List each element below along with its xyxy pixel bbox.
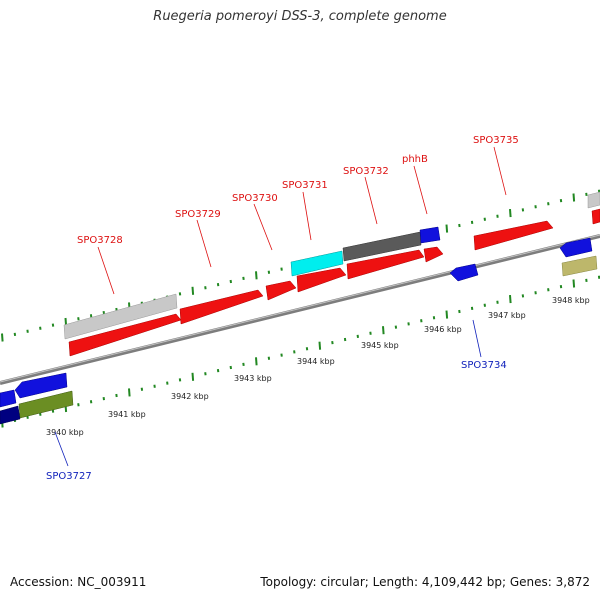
tick-label-3947: 3947 kbp bbox=[488, 311, 526, 320]
label-spo3734[interactable]: SPO3734 bbox=[461, 360, 507, 371]
accession-text: Accession: NC_003911 bbox=[10, 575, 147, 589]
gene-dark-gray[interactable] bbox=[342, 231, 422, 262]
label-leaders bbox=[54, 146, 507, 467]
tick-label-3944: 3944 kbp bbox=[297, 357, 335, 366]
major-tick bbox=[1, 333, 4, 342]
major-tick bbox=[509, 209, 512, 218]
tick-label-3943: 3943 kbp bbox=[234, 374, 272, 383]
label-spo3727[interactable]: SPO3727 bbox=[46, 471, 92, 482]
gene-blue-right[interactable] bbox=[559, 237, 593, 258]
genome-backbone bbox=[0, 234, 600, 385]
gene-spo3731[interactable] bbox=[296, 267, 347, 293]
gene-cyan[interactable] bbox=[290, 250, 344, 277]
major-tick bbox=[191, 372, 195, 381]
major-tick bbox=[445, 310, 449, 319]
major-tick bbox=[572, 193, 576, 202]
tick-track-lower bbox=[1, 275, 600, 428]
major-tick bbox=[318, 341, 322, 350]
major-tick bbox=[255, 357, 258, 366]
genome-summary-text: Topology: circular; Length: 4,109,442 bp… bbox=[260, 575, 590, 589]
gene-labels: SPO3728 SPO3729 SPO3730 SPO3731 SPO3732 … bbox=[46, 135, 519, 482]
major-tick bbox=[382, 326, 385, 335]
gene-spo3727[interactable] bbox=[18, 390, 74, 419]
major-tick bbox=[572, 279, 576, 288]
gene-spo3732[interactable] bbox=[346, 249, 425, 280]
major-tick bbox=[445, 224, 449, 233]
tick-label-3942: 3942 kbp bbox=[171, 392, 209, 401]
map-title: Ruegeria pomeroyi DSS-3, complete genome bbox=[153, 9, 447, 24]
tick-label-3945: 3945 kbp bbox=[361, 341, 399, 350]
major-tick bbox=[191, 286, 195, 295]
gene-blue-left-edge[interactable] bbox=[0, 389, 17, 408]
gene-light-gray-right[interactable] bbox=[587, 191, 600, 209]
gene-blue-left[interactable] bbox=[14, 372, 68, 399]
label-spo3729[interactable]: SPO3729 bbox=[175, 209, 221, 220]
label-spo3728[interactable]: SPO3728 bbox=[77, 235, 123, 246]
gene-light-gray[interactable] bbox=[63, 293, 178, 340]
tick-label-3941: 3941 kbp bbox=[108, 410, 146, 419]
gene-navy-left[interactable] bbox=[0, 405, 21, 425]
gene-features bbox=[0, 191, 600, 425]
label-spo3735[interactable]: SPO3735 bbox=[473, 135, 519, 146]
gene-tan-right[interactable] bbox=[561, 255, 598, 277]
gene-spo3735[interactable] bbox=[473, 220, 554, 251]
label-spo3731[interactable]: SPO3731 bbox=[282, 180, 328, 191]
tick-labels: 3940 kbp 3941 kbp 3942 kbp 3943 kbp 3944… bbox=[46, 296, 590, 437]
tick-label-3940: 3940 kbp bbox=[46, 428, 84, 437]
gene-spo3729[interactable] bbox=[179, 289, 264, 325]
gene-spo3730[interactable] bbox=[265, 280, 297, 301]
tick-label-3948: 3948 kbp bbox=[552, 296, 590, 305]
major-tick bbox=[509, 295, 512, 304]
gene-phhb[interactable] bbox=[423, 246, 444, 263]
gene-blue-upper[interactable] bbox=[419, 226, 441, 244]
label-spo3732[interactable]: SPO3732 bbox=[343, 166, 389, 177]
major-tick bbox=[128, 388, 131, 397]
label-spo3730[interactable]: SPO3730 bbox=[232, 193, 278, 204]
label-phhb[interactable]: phhB bbox=[402, 154, 428, 165]
gene-red-right[interactable] bbox=[591, 208, 600, 225]
major-tick bbox=[255, 271, 258, 280]
tick-label-3946: 3946 kbp bbox=[424, 325, 462, 334]
gene-spo3734[interactable] bbox=[449, 263, 479, 282]
